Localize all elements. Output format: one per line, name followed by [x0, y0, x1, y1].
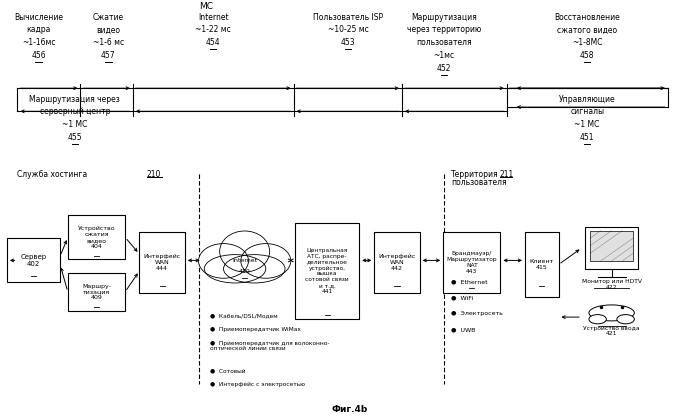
Text: 210: 210 — [147, 170, 161, 179]
Text: 451: 451 — [580, 133, 594, 142]
Text: 455: 455 — [68, 133, 82, 142]
Text: ~1-22 мс: ~1-22 мс — [195, 26, 231, 34]
FancyBboxPatch shape — [586, 227, 637, 269]
FancyBboxPatch shape — [7, 238, 60, 282]
Text: ●  Сотовый: ● Сотовый — [210, 368, 245, 373]
Text: ●  UWB: ● UWB — [451, 327, 475, 332]
Ellipse shape — [219, 231, 270, 272]
Text: 211: 211 — [500, 170, 514, 179]
Text: ~1-8МС: ~1-8МС — [572, 38, 603, 47]
Text: ●  WiFi: ● WiFi — [451, 295, 473, 300]
Text: ●  Приемопередатчик WiMax: ● Приемопередатчик WiMax — [210, 327, 301, 332]
Text: Сервер
402: Сервер 402 — [20, 254, 47, 267]
Ellipse shape — [589, 315, 606, 324]
Text: ●  Электросеть: ● Электросеть — [451, 311, 503, 316]
Text: 457: 457 — [101, 51, 115, 60]
Text: через территорию: через территорию — [407, 26, 481, 34]
Text: Internet: Internet — [198, 13, 229, 21]
FancyBboxPatch shape — [295, 223, 359, 319]
Text: 452: 452 — [437, 64, 451, 73]
Text: ~1 МС: ~1 МС — [62, 120, 87, 129]
Text: 458: 458 — [580, 51, 594, 60]
FancyBboxPatch shape — [68, 273, 125, 311]
Text: ●  Ethernet: ● Ethernet — [451, 279, 487, 284]
Text: Интерфейс
WAN
444: Интерфейс WAN 444 — [143, 254, 181, 271]
Text: Монитор или HDTV
422: Монитор или HDTV 422 — [582, 279, 642, 290]
Text: сигналы: сигналы — [570, 108, 604, 116]
FancyBboxPatch shape — [590, 231, 633, 261]
Text: Территория: Территория — [451, 170, 498, 179]
Text: сжатого видео: сжатого видео — [557, 26, 617, 34]
Ellipse shape — [224, 255, 285, 283]
Text: 456: 456 — [31, 51, 45, 60]
Text: ~1 МС: ~1 МС — [575, 120, 600, 129]
Text: пользователя: пользователя — [451, 178, 507, 186]
Text: Брандмауэр/
Маршрутизатор
NAT
443: Брандмауэр/ Маршрутизатор NAT 443 — [447, 251, 497, 274]
Text: ~1-16мс: ~1-16мс — [22, 38, 55, 47]
Text: Фиг.4b: Фиг.4b — [331, 405, 368, 414]
Text: ●  Кабель/DSL/Модем: ● Кабель/DSL/Модем — [210, 313, 278, 318]
Text: Пользователь ISP: Пользователь ISP — [313, 13, 383, 21]
Text: Управляющие: Управляющие — [559, 94, 616, 103]
Text: ●  Приемопередатчик для волоконно-
оптической линии связи: ● Приемопередатчик для волоконно- оптиче… — [210, 341, 329, 352]
Text: ~1-6 мс: ~1-6 мс — [93, 38, 124, 47]
Text: Служба хостинга: Служба хостинга — [17, 170, 88, 179]
Text: 453: 453 — [341, 38, 355, 47]
FancyBboxPatch shape — [68, 215, 125, 259]
Text: Сжатие: Сжатие — [93, 13, 124, 21]
Ellipse shape — [240, 244, 291, 278]
Text: 410: 410 — [239, 269, 250, 274]
Text: МС: МС — [199, 2, 213, 11]
Text: серверный центр: серверный центр — [40, 108, 110, 116]
Text: 454: 454 — [206, 38, 220, 47]
FancyBboxPatch shape — [443, 232, 500, 293]
FancyBboxPatch shape — [140, 232, 185, 293]
Text: ●  Интерфейс с электросетью: ● Интерфейс с электросетью — [210, 382, 305, 387]
Ellipse shape — [199, 244, 249, 278]
Ellipse shape — [204, 255, 266, 283]
Text: ~10-25 мс: ~10-25 мс — [328, 26, 368, 34]
Text: Центральная
АТС, распре-
делительное
устройство,
вышка
сотовой связи
и т.д.
441: Центральная АТС, распре- делительное уст… — [305, 248, 349, 294]
FancyBboxPatch shape — [525, 232, 559, 297]
Text: Интерфейс
WAN
442: Интерфейс WAN 442 — [378, 254, 416, 271]
Text: Internet: Internet — [232, 258, 257, 263]
Text: Устройство
сжатия
видео
404: Устройство сжатия видео 404 — [78, 226, 115, 249]
Text: Маршрутизация: Маршрутизация — [411, 13, 477, 21]
Text: видео: видео — [96, 26, 120, 34]
Text: пользователя: пользователя — [416, 38, 472, 47]
FancyBboxPatch shape — [375, 232, 419, 293]
Text: Маршру-
тизация
409: Маршру- тизация 409 — [82, 284, 111, 300]
Text: Восстановление: Восстановление — [554, 13, 620, 21]
Text: Клиент
415: Клиент 415 — [530, 259, 554, 270]
Text: ~1мс: ~1мс — [433, 51, 454, 60]
Ellipse shape — [617, 315, 635, 324]
Text: кадра: кадра — [27, 26, 50, 34]
Text: Вычисление: Вычисление — [14, 13, 63, 21]
Text: Устройство ввода
421: Устройство ввода 421 — [584, 326, 640, 336]
Ellipse shape — [589, 305, 635, 321]
Text: Маршрутизация через: Маршрутизация через — [29, 94, 120, 103]
